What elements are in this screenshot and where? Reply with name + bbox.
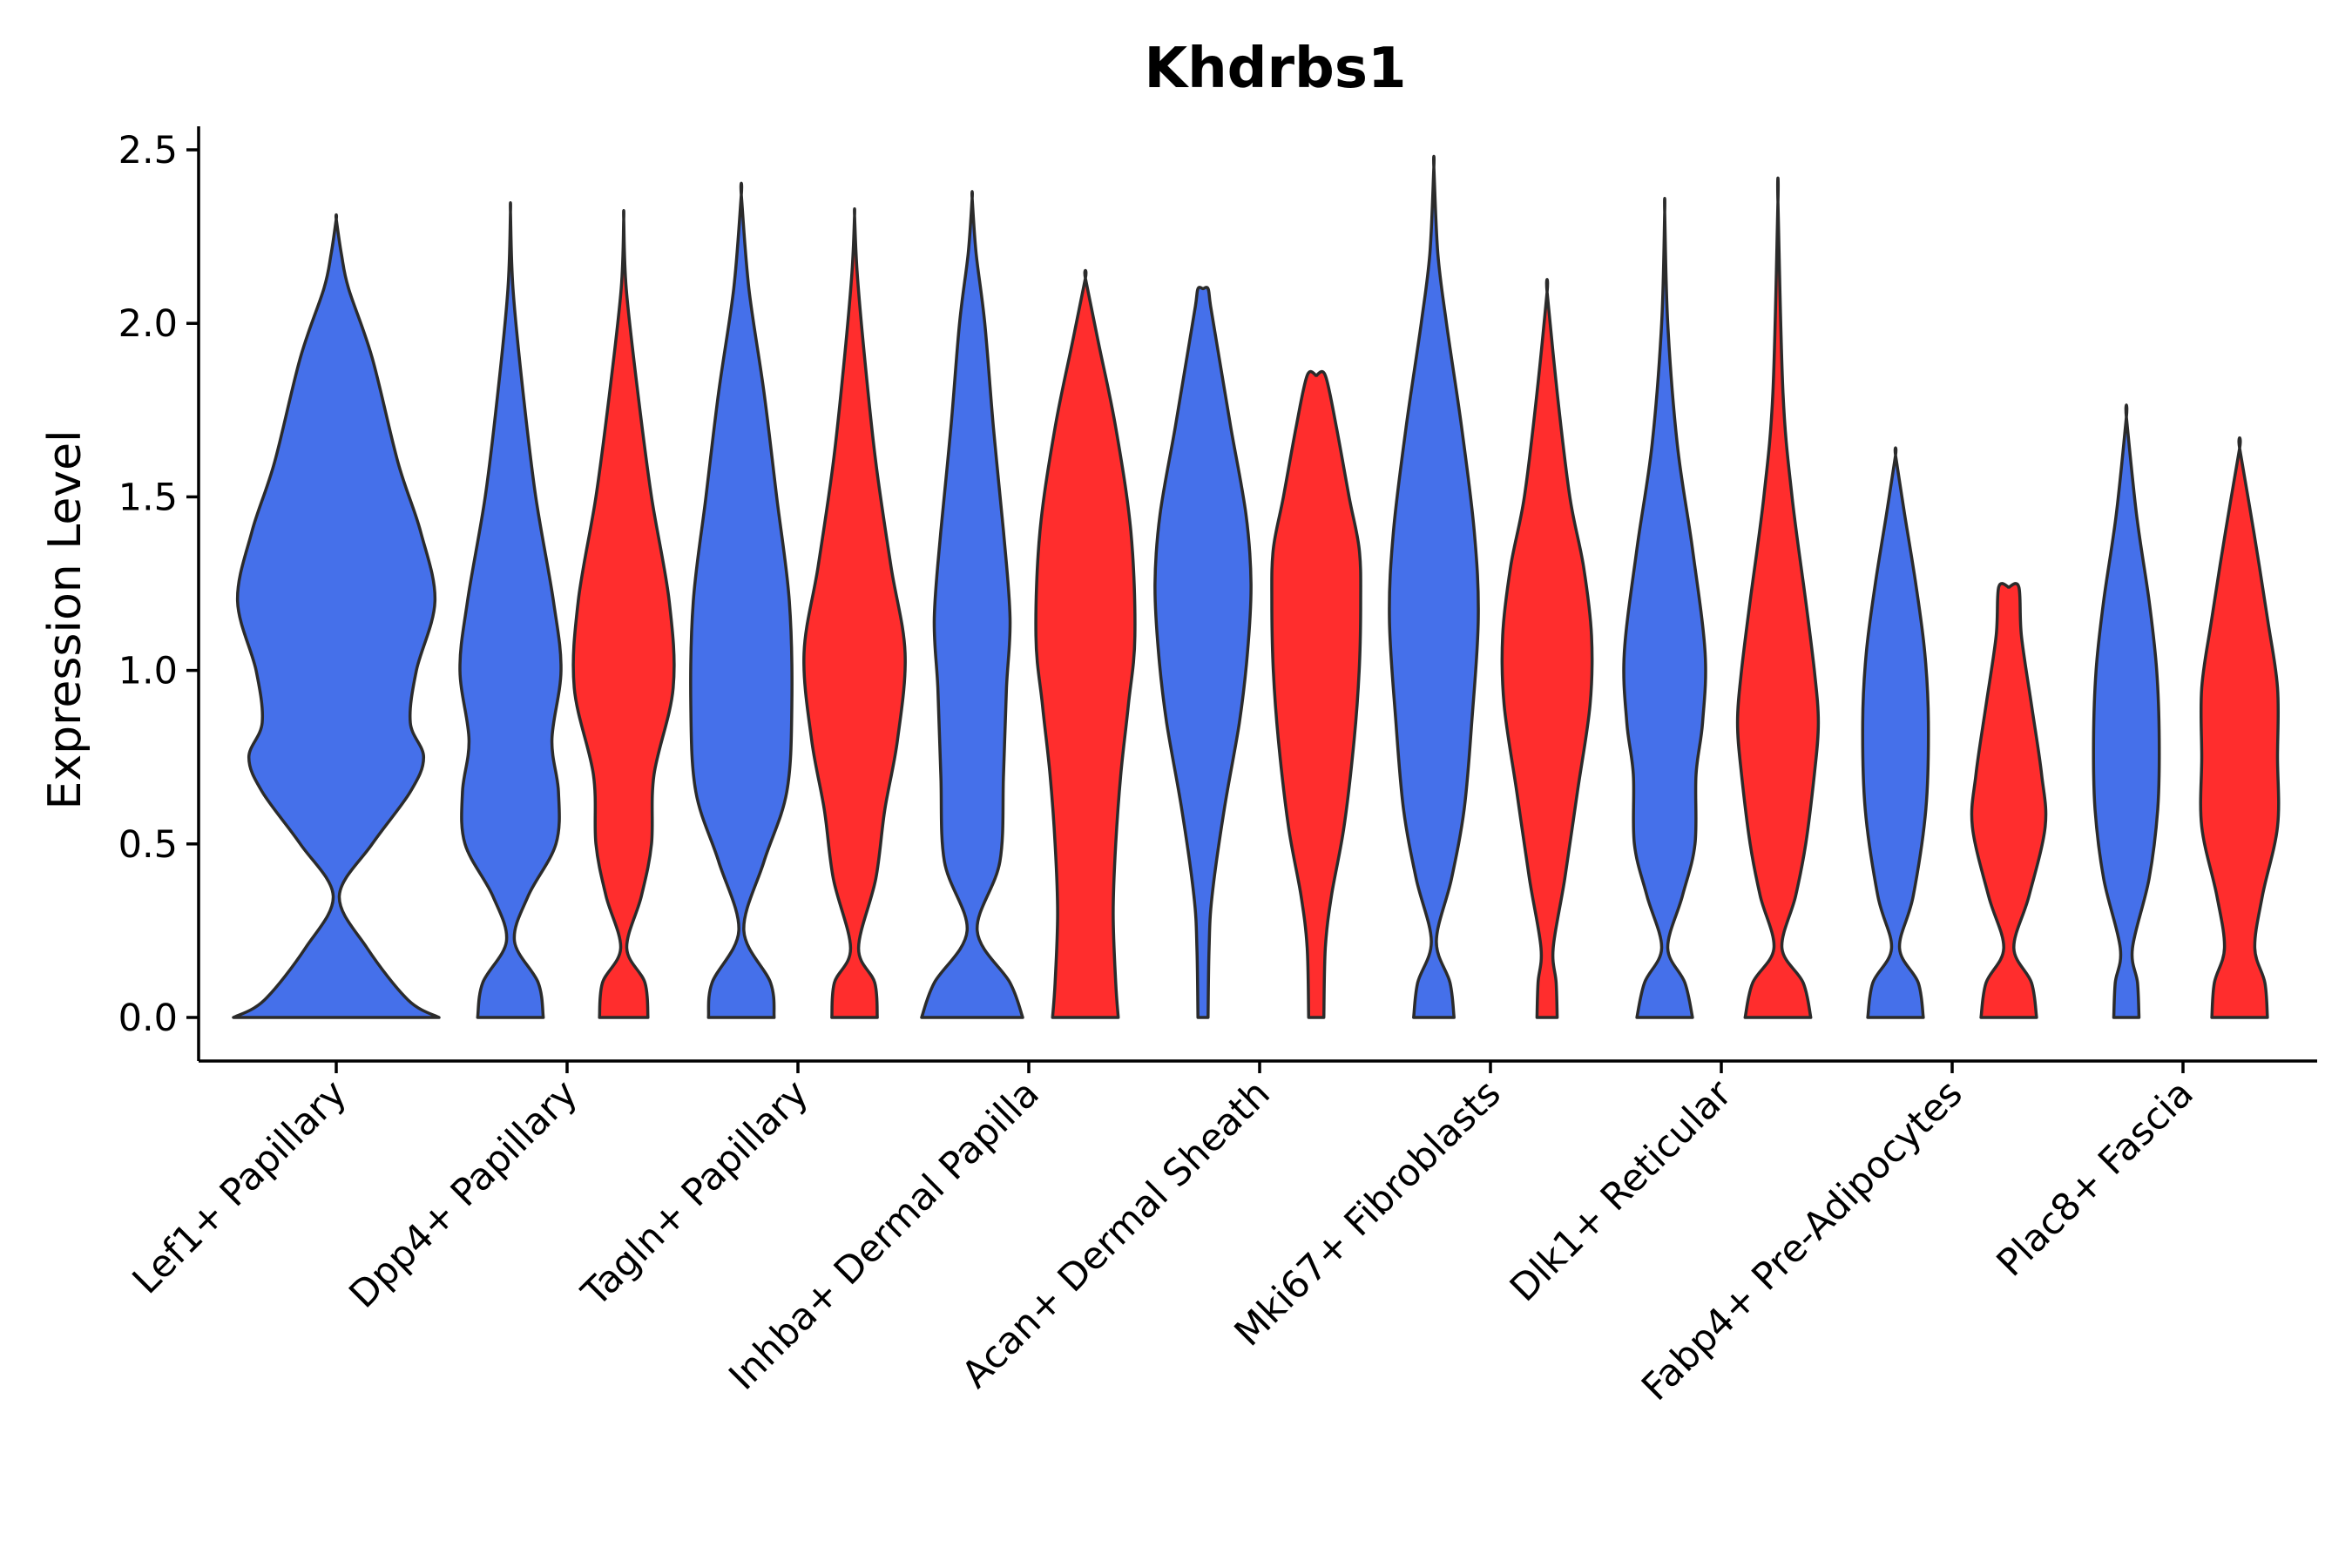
x-tick-label: Mki67+ Fibroblasts xyxy=(1227,1071,1510,1355)
violin-group-red-dlk1-reticular xyxy=(1735,176,1821,1019)
x-tick-label: Tagln+ Papillary xyxy=(573,1071,817,1315)
x-tick-label: Dpp4+ Papillary xyxy=(341,1071,586,1316)
y-axis-ticks: 0.0 0.5 1.0 1.5 2.0 2.5 xyxy=(118,129,199,1040)
y-tick-label: 1.5 xyxy=(118,476,178,519)
y-tick-label: 2.5 xyxy=(118,129,178,172)
violin-group-blue-acan-dermal-sheath xyxy=(1153,286,1253,1019)
violin-group-red-tagln-papillary xyxy=(802,207,907,1019)
violin-group-blue-tagln-papillary xyxy=(689,181,794,1019)
x-tick-label: Lef1+ Papillary xyxy=(125,1071,355,1302)
violin-group-blue-mki67-fibroblasts xyxy=(1388,154,1480,1019)
y-tick-label: 1.0 xyxy=(118,650,178,693)
y-tick-label: 0.5 xyxy=(118,823,178,867)
y-axis-label: Expression Level xyxy=(39,429,91,809)
y-tick-label: 0.0 xyxy=(118,997,178,1040)
x-tick-label: Dlk1+ Reticular xyxy=(1502,1071,1740,1310)
violin-group-blue-inhba-dermal-papilla xyxy=(920,190,1024,1019)
y-tick-label: 2.0 xyxy=(118,302,178,346)
violin-group-blue-plac8-fascia xyxy=(2092,403,2161,1019)
violin-group-red-acan-dermal-sheath xyxy=(1270,369,1362,1019)
x-tick-label: Plac8+ Fascia xyxy=(1989,1071,2202,1285)
chart-title: Khdrbs1 xyxy=(1145,37,1407,101)
violin-group-red-fabp4-pre-adipocytes xyxy=(1970,582,2048,1019)
violin-group-red-inhba-dermal-papilla xyxy=(1034,268,1137,1019)
violin-group-blue-dpp4-papillary xyxy=(458,201,563,1019)
violin-group-red-plac8-fascia xyxy=(2199,436,2281,1019)
violin-group-blue-lef1-papillary xyxy=(232,213,441,1019)
violin-group-red-dpp4-papillary xyxy=(571,208,676,1019)
violin-layer xyxy=(232,154,2281,1019)
violin-group-red-mki67-fibroblasts xyxy=(1500,278,1594,1019)
violin-group-blue-dlk1-reticular xyxy=(1622,197,1707,1019)
violin-group-blue-fabp4-pre-adipocytes xyxy=(1861,446,1930,1019)
